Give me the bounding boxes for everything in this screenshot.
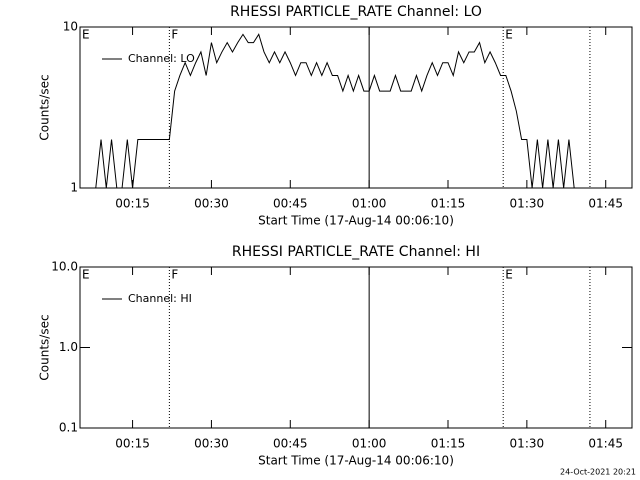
x-axis-label: Start Time (17-Aug-14 00:06:10) (258, 454, 454, 468)
y-tick-label: 10.0 (51, 260, 78, 274)
y-tick-label: 1.0 (59, 340, 78, 354)
chart-title: RHESSI PARTICLE_RATE Channel: HI (232, 244, 480, 260)
x-tick-label: 00:15 (115, 437, 150, 451)
legend-label: Channel: HI (128, 292, 192, 305)
series-line (95, 33, 575, 188)
x-tick-label: 01:15 (431, 197, 466, 211)
x-tick-label: 01:00 (352, 197, 387, 211)
x-tick-label: 01:15 (431, 437, 466, 451)
x-tick-label: 01:45 (588, 197, 623, 211)
x-tick-label: 01:00 (352, 437, 387, 451)
panel: RHESSI PARTICLE_RATE Channel: LO Start Ti… (38, 4, 633, 228)
y-axis-label: Counts/sec (38, 74, 52, 140)
x-tick-label: 00:15 (115, 197, 150, 211)
marker-label: E (505, 268, 513, 282)
marker-label: E (505, 28, 513, 42)
chart-title: RHESSI PARTICLE_RATE Channel: LO (230, 4, 482, 20)
marker-label: E (82, 268, 90, 282)
y-axis-label: Counts/sec (38, 314, 52, 380)
legend-label: Channel: LO (128, 52, 195, 65)
y-tick-label: 10 (63, 20, 78, 34)
x-axis-label: Start Time (17-Aug-14 00:06:10) (258, 214, 454, 228)
panel: RHESSI PARTICLE_RATE Channel: HI Start Ti… (38, 244, 633, 468)
plot-frame (79, 26, 633, 189)
x-tick-label: 01:45 (588, 437, 623, 451)
marker-label: E (82, 28, 90, 42)
x-tick-label: 00:30 (194, 197, 229, 211)
x-tick-label: 01:30 (510, 437, 545, 451)
marker-label: F (171, 268, 178, 282)
x-tick-label: 00:30 (194, 437, 229, 451)
marker-label: F (171, 28, 178, 42)
x-tick-label: 00:45 (273, 437, 308, 451)
x-tick-label: 00:45 (273, 197, 308, 211)
y-tick-label: 0.1 (59, 421, 78, 435)
footer: 24-Oct-2021 20:21 (560, 468, 636, 477)
y-tick-label: 1 (70, 181, 78, 195)
x-tick-label: 01:30 (510, 197, 545, 211)
